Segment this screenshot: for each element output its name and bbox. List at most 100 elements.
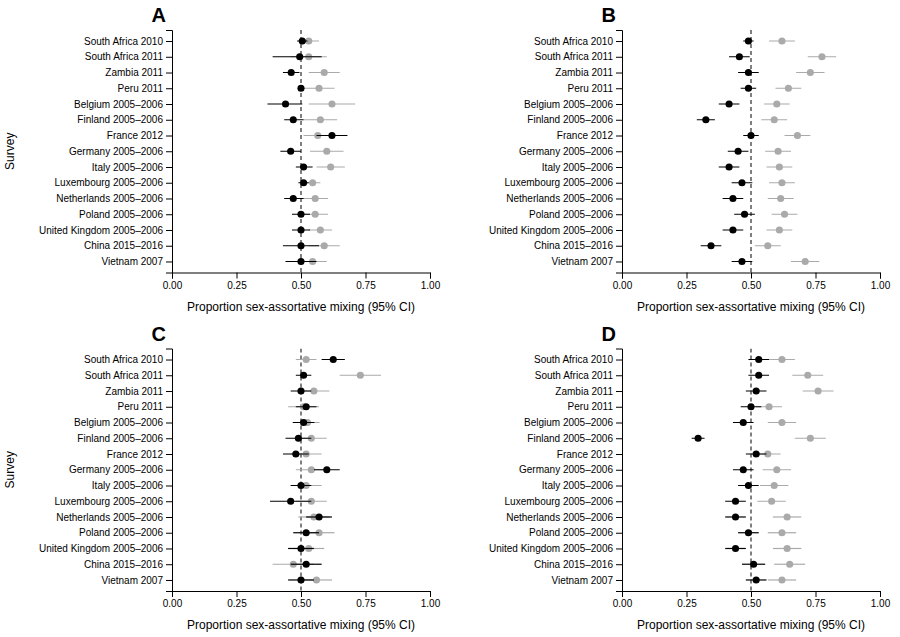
y-axis: South Africa 2010South Africa 2011Zambia… — [39, 31, 172, 274]
y-tick-label: Zambia 2011 — [555, 386, 613, 397]
y-tick-label: Peru 2011 — [568, 401, 614, 412]
y-tick-mark — [616, 104, 622, 105]
y-tick-mark — [166, 580, 172, 581]
y-tick: South Africa 2010 — [84, 36, 172, 47]
y-tick-mark — [616, 423, 622, 424]
x-tick-mark — [366, 273, 367, 279]
y-tick-mark — [166, 564, 172, 565]
y-tick-mark — [166, 104, 172, 105]
point — [740, 466, 747, 473]
y-tick-mark — [166, 57, 172, 58]
y-tick: Luxembourg 2005–2006 — [505, 177, 622, 188]
x-tick-label: 1.00 — [421, 598, 441, 609]
x-tick-mark — [687, 273, 688, 279]
y-tick-mark — [166, 73, 172, 74]
y-tick-label: Luxembourg 2005–2006 — [55, 496, 164, 507]
x-tick-label: 0.00 — [163, 598, 183, 609]
point — [357, 372, 364, 379]
y-tick-mark — [616, 167, 622, 168]
y-tick-mark — [616, 120, 622, 121]
x-tick: 0.25 — [677, 273, 697, 291]
y-tick-mark — [166, 214, 172, 215]
x-tick-label: 0.00 — [613, 280, 633, 291]
series — [267, 37, 347, 265]
point — [729, 226, 736, 233]
x-tick-label: 0.75 — [806, 598, 826, 609]
series — [755, 37, 836, 265]
y-tick-label: Luxembourg 2005–2006 — [55, 177, 164, 188]
y-tick: Belgium 2005–2006 — [524, 99, 622, 110]
point — [747, 132, 754, 139]
y-tick-mark — [166, 120, 172, 121]
y-tick-label: Netherlands 2005–2006 — [506, 512, 613, 523]
point — [300, 372, 307, 379]
x-tick: 0.25 — [227, 273, 247, 291]
x-tick-mark — [751, 273, 752, 279]
x-tick-mark — [237, 591, 238, 597]
y-tick: Vietnam 2007 — [551, 256, 622, 267]
point — [328, 132, 335, 139]
y-tick-label: Zambia 2011 — [105, 386, 163, 397]
y-tick: China 2015–2016 — [534, 240, 622, 251]
y-tick-mark — [166, 470, 172, 471]
y-tick-label: Finland 2005–2006 — [527, 433, 613, 444]
point — [297, 211, 304, 218]
y-tick-label: South Africa 2010 — [84, 354, 163, 365]
y-tick: Netherlands 2005–2006 — [56, 193, 172, 204]
y-tick-label: Peru 2011 — [568, 83, 614, 94]
point — [290, 195, 297, 202]
panel: 0.000.250.500.751.00South Africa 2010Sou… — [489, 323, 891, 633]
point — [738, 258, 745, 265]
y-axis-line — [616, 349, 623, 592]
point — [297, 242, 304, 249]
point — [287, 498, 294, 505]
x-tick-label: 0.25 — [227, 598, 247, 609]
point — [288, 69, 295, 76]
y-axis: South Africa 2010South Africa 2011Zambia… — [489, 31, 622, 274]
point — [768, 498, 775, 505]
y-tick: China 2015–2016 — [534, 559, 622, 570]
point — [736, 53, 743, 60]
y-tick: Peru 2011 — [568, 401, 622, 412]
point — [745, 85, 752, 92]
y-tick-label: Germany 2005–2006 — [69, 146, 163, 157]
point — [292, 450, 299, 457]
y-tick-label: Belgium 2005–2006 — [524, 99, 613, 110]
panel: 0.000.250.500.751.00South Africa 2010Sou… — [3, 4, 441, 314]
x-tick-mark — [880, 591, 881, 597]
y-tick-label: Germany 2005–2006 — [519, 464, 613, 475]
x-tick: 1.00 — [871, 591, 891, 609]
y-tick: South Africa 2011 — [535, 51, 622, 62]
point — [309, 179, 316, 186]
y-tick-label: China 2015–2016 — [534, 240, 613, 251]
y-axis: South Africa 2010South Africa 2011Zambia… — [39, 349, 172, 592]
panel-label: C — [152, 323, 166, 345]
point — [702, 116, 709, 123]
y-tick-mark — [616, 57, 622, 58]
point — [297, 545, 304, 552]
point — [771, 482, 778, 489]
y-tick: United Kingdom 2005–2006 — [39, 543, 172, 554]
point — [297, 576, 304, 583]
point — [807, 435, 814, 442]
point — [310, 387, 317, 394]
point — [312, 195, 319, 202]
point — [773, 100, 780, 107]
x-tick: 1.00 — [871, 273, 891, 291]
y-tick: Finland 2005–2006 — [527, 433, 622, 444]
y-tick-label: Poland 2005–2006 — [529, 527, 613, 538]
point — [745, 69, 752, 76]
series — [273, 356, 381, 584]
y-tick-label: Poland 2005–2006 — [79, 209, 163, 220]
point — [303, 356, 310, 363]
x-axis: 0.000.250.500.751.00 — [613, 273, 891, 291]
point — [295, 435, 302, 442]
plot-area — [697, 30, 836, 273]
x-tick-label: 0.75 — [356, 598, 376, 609]
x-tick: 0.25 — [677, 591, 697, 609]
y-tick-mark — [166, 438, 172, 439]
y-tick: Vietnam 2007 — [101, 575, 172, 586]
point — [300, 179, 307, 186]
x-tick: 0.25 — [227, 591, 247, 609]
y-tick: Zambia 2011 — [555, 386, 622, 397]
